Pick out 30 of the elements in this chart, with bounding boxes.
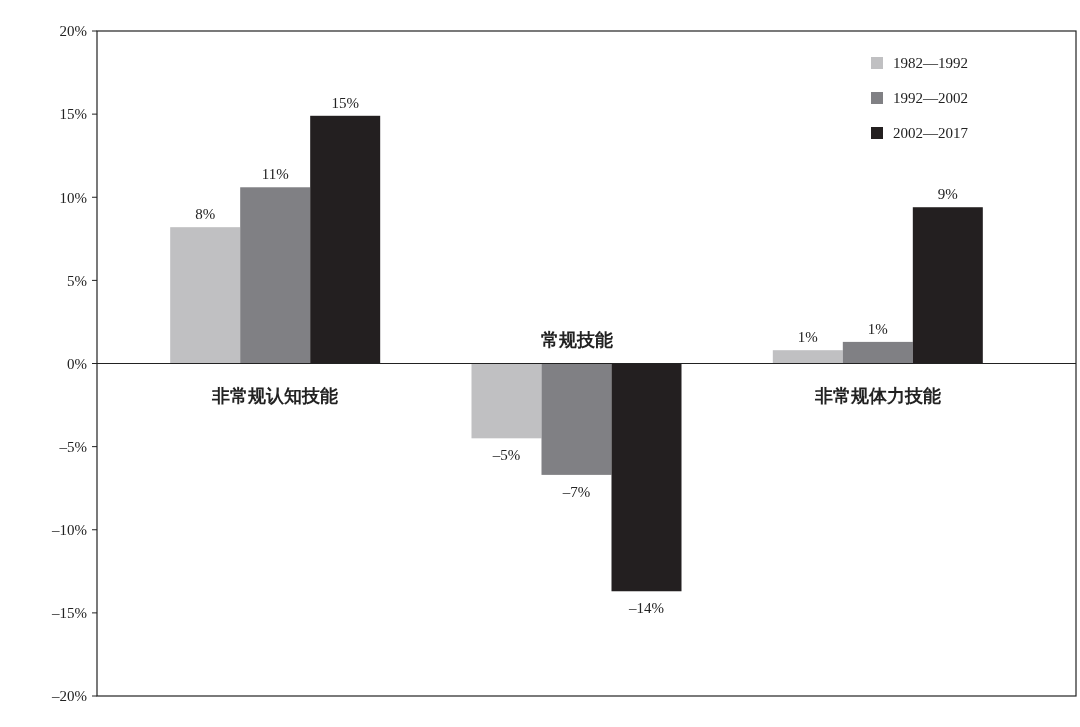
data-label: –5%: [491, 447, 521, 464]
data-label: 1%: [797, 329, 818, 346]
data-label: 11%: [261, 166, 289, 183]
y-tick-label: 20%: [59, 23, 87, 40]
data-label: 9%: [937, 186, 958, 203]
bar: [772, 350, 843, 364]
y-tick-label: 15%: [59, 106, 87, 123]
data-label: 1%: [867, 320, 888, 337]
x-tick-label: 非常规体力技能: [813, 384, 941, 406]
y-tick-label: 5%: [67, 272, 87, 289]
data-label: 8%: [195, 206, 216, 223]
bar: [170, 227, 241, 364]
data-label: –7%: [561, 483, 591, 500]
y-tick-label: 10%: [59, 189, 87, 206]
x-tick-label: 常规技能: [540, 328, 613, 350]
x-tick-label: 非常规认知技能: [211, 384, 339, 406]
bar: [842, 341, 913, 364]
bar: [240, 187, 311, 364]
legend-label: 1982—1992: [893, 55, 968, 72]
bar: [471, 363, 542, 439]
y-tick-label: –5%: [58, 438, 87, 455]
bar: [541, 363, 612, 475]
data-label: 15%: [331, 94, 359, 111]
y-tick-label: –15%: [51, 605, 87, 622]
legend-label: 1992—2002: [893, 90, 968, 107]
y-tick-label: 0%: [67, 355, 87, 372]
legend-label: 2002—2017: [893, 125, 969, 142]
data-label: –14%: [628, 600, 664, 617]
y-tick-label: –20%: [51, 688, 87, 705]
y-tick-label: –10%: [51, 522, 87, 538]
